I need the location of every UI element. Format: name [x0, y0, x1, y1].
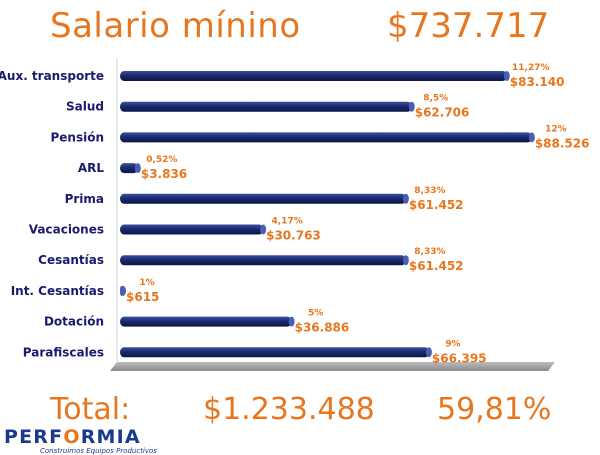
category-label-dotacion: Dotación — [44, 315, 104, 329]
bar-cap-dotacion — [288, 316, 295, 327]
performia-logo: PERFORMIA Construimos Equipos Productivo… — [4, 428, 157, 455]
bar-dotacion — [120, 316, 292, 327]
category-label-cesantias: Cesantías — [38, 253, 104, 267]
percent-label-int-cesantias: 1% — [139, 278, 154, 288]
category-label-salud: Salud — [66, 100, 104, 114]
minimum-wage-amount: $737.717 — [387, 6, 550, 46]
value-label-pension: $88.526 — [535, 136, 590, 150]
bar-cap-salud — [408, 101, 415, 112]
total-label: Total: — [50, 392, 131, 427]
category-label-parafiscales: Parafiscales — [23, 345, 104, 359]
value-label-dotacion: $36.886 — [295, 321, 350, 335]
chart-floor — [110, 362, 555, 371]
category-label-aux-transporte: Aux. transporte — [0, 69, 104, 83]
bar-cap-pension — [528, 132, 535, 143]
bar-cap-parafiscales — [425, 347, 432, 358]
percent-label-aux-transporte: 11,27% — [512, 63, 550, 73]
value-label-arl: $3.836 — [141, 167, 187, 181]
bar-chart: Aux. transporte 11,27% $83.140 Salud 8,5% $62… — [0, 58, 590, 371]
bar-cap-prima — [402, 193, 409, 204]
value-label-salud: $62.706 — [415, 106, 470, 120]
value-label-int-cesantias: $615 — [126, 290, 159, 304]
value-label-vacaciones: $30.763 — [266, 229, 321, 243]
percent-label-pension: 12% — [545, 124, 567, 134]
category-label-arl: ARL — [78, 161, 105, 175]
value-label-parafiscales: $66.395 — [432, 351, 487, 365]
percent-label-arl: 0,52% — [146, 155, 177, 165]
percent-label-dotacion: 5% — [308, 309, 323, 319]
percent-label-vacaciones: 4,17% — [271, 217, 302, 227]
total-percent: 59,81% — [437, 392, 552, 427]
value-label-aux-transporte: $83.140 — [510, 75, 565, 89]
value-label-prima: $61.452 — [409, 198, 464, 212]
bar-prima — [120, 193, 406, 204]
bar-cap-arl — [134, 163, 141, 174]
logo-tagline: Construimos Equipos Productivos — [40, 447, 157, 455]
bar-cap-aux-transporte — [503, 71, 510, 81]
value-label-cesantias: $61.452 — [409, 259, 464, 273]
chart-title: Salario mínino — [50, 6, 301, 46]
category-label-int-cesantias: Int. Cesantías — [11, 284, 104, 298]
percent-label-cesantias: 8,33% — [414, 247, 445, 257]
bar-arl — [120, 163, 138, 174]
bar-parafiscales — [120, 347, 429, 358]
percent-label-parafiscales: 9% — [445, 339, 460, 349]
percent-label-prima: 8,33% — [414, 186, 445, 196]
bar-aux-transporte — [120, 71, 507, 81]
category-label-pension: Pensión — [50, 130, 104, 144]
logo-wordmark: PERFORMIA — [4, 426, 141, 448]
bar-cap-cesantias — [402, 255, 409, 266]
percent-label-salud: 8,5% — [423, 94, 448, 104]
bar-cap-int-cesantias — [120, 285, 126, 296]
bar-cesantias — [120, 255, 406, 266]
total-amount: $1.233.488 — [203, 392, 375, 427]
category-label-vacaciones: Vacaciones — [29, 223, 104, 237]
bar-vacaciones — [120, 224, 264, 235]
bar-pension — [120, 132, 532, 143]
bar-salud — [120, 101, 412, 112]
category-label-prima: Prima — [65, 192, 104, 206]
bar-cap-vacaciones — [260, 224, 267, 235]
